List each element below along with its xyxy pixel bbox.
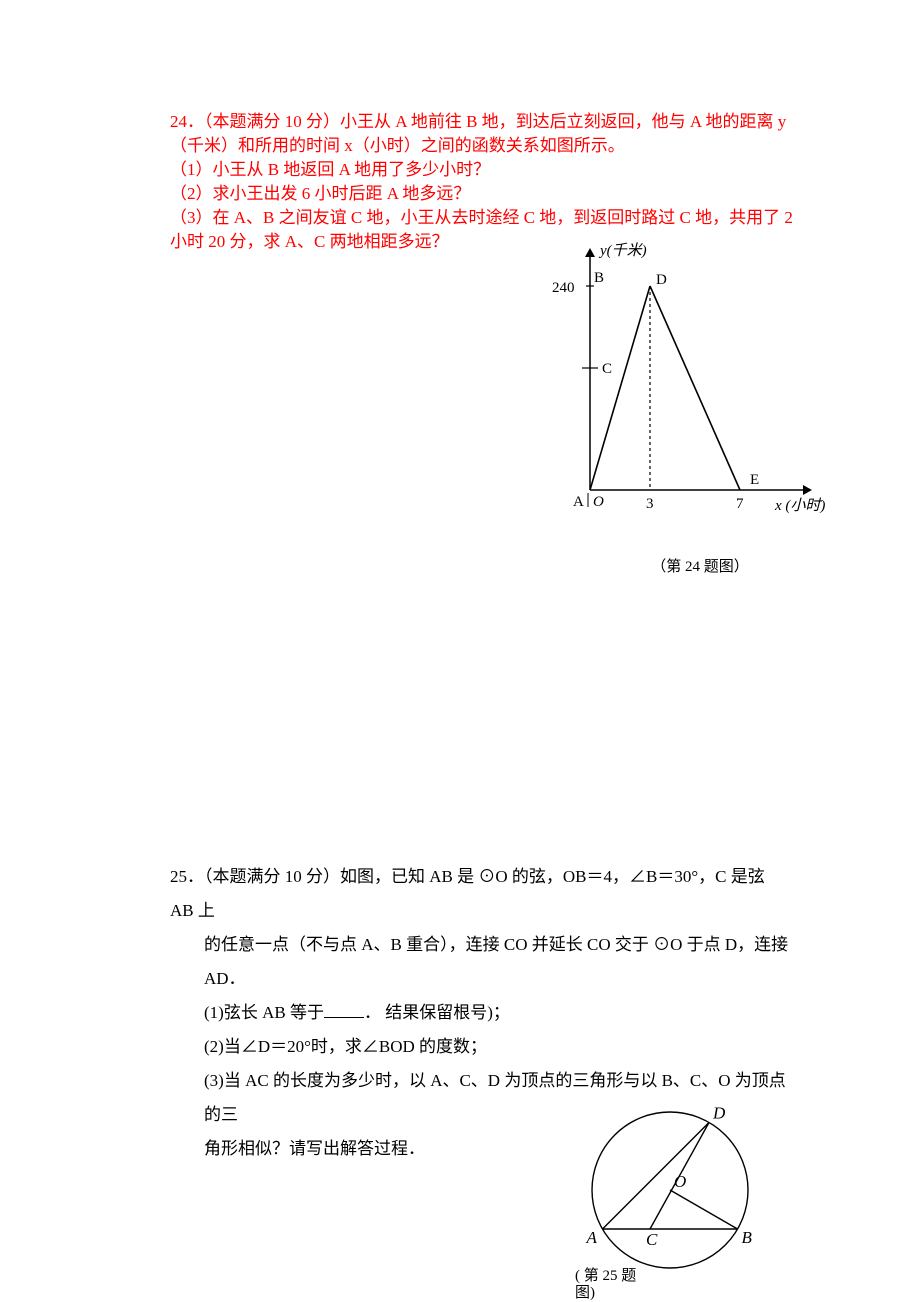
figure-25-caption-b: 图) — [575, 1285, 595, 1301]
svg-text:C: C — [602, 361, 612, 377]
q25-line-1: 25．（本题满分 10 分）如图，已知 AB 是 ⊙O 的弦，OB＝4，∠B＝3… — [170, 860, 790, 928]
q24-line-1: 24．（本题满分 10 分）小王从 A 地前往 B 地，到达后立刻返回，他与 A… — [170, 110, 780, 134]
svg-text:E: E — [750, 472, 759, 488]
q24-part-1: （1）小王从 B 地返回 A 地用了多少小时？ — [170, 158, 780, 182]
q25-number: 25． — [170, 867, 204, 886]
figure-25-diagram: A B C D O — [560, 1090, 780, 1280]
svg-text:3: 3 — [646, 496, 654, 512]
q25-points-suffix: 分） — [302, 867, 340, 886]
figure-25-caption-a: ( 第 25 题 — [575, 1268, 636, 1284]
q24-intro-b: （千米）和所用的时间 x（小时）之间的函数关系如图所示。 — [170, 134, 780, 158]
q25-intro-c: AD． — [170, 962, 790, 996]
q25-part-1: (1)弦长 AB 等于 ． 结果保留根号)； — [170, 996, 790, 1030]
svg-text:D: D — [656, 272, 667, 288]
svg-text:y(千米): y(千米) — [598, 242, 647, 259]
q25-blank — [324, 1003, 364, 1018]
figure-24-caption: （第 24 题图） — [540, 555, 860, 576]
figure-25-caption: ( 第 25 题 图) — [575, 1268, 685, 1302]
q24-intro-a: 小王从 A 地前往 B 地，到达后立刻返回，他与 A 地的距离 y — [340, 112, 786, 131]
figure-24: y(千米) x (小时) 240 B D C 3 7E AO （第 24 题图） — [540, 230, 860, 576]
q25-points-prefix: （本题满分 — [204, 867, 285, 886]
svg-text:240: 240 — [552, 280, 575, 296]
q24-points-prefix: （本题满分 — [204, 112, 285, 131]
figure-24-chart: y(千米) x (小时) 240 B D C 3 7E AO — [540, 230, 840, 530]
svg-text:7: 7 — [736, 496, 744, 512]
figure-25: A B C D O — [560, 1090, 790, 1285]
exam-page: 24．（本题满分 10 分）小王从 A 地前往 B 地，到达后立刻返回，他与 A… — [0, 0, 920, 1302]
q25-intro-b: 的任意一点（不与点 A、B 重合），连接 CO 并延长 CO 交于 ⊙O 于点 … — [170, 928, 790, 962]
svg-text:B: B — [594, 270, 604, 286]
q25-points-val: 10 — [285, 867, 302, 886]
svg-text:C: C — [646, 1230, 658, 1249]
q24-part-2: （2）求小王出发 6 小时后距 A 地多远？ — [170, 182, 780, 206]
svg-text:O: O — [674, 1172, 686, 1191]
q24-points-val: 10 — [285, 112, 302, 131]
q24-points-suffix: 分） — [302, 112, 340, 131]
q25-p1b: ． 结果保留根号)； — [364, 1003, 510, 1022]
svg-text:x (小时): x (小时) — [774, 497, 825, 514]
q25-p1a: (1)弦长 AB 等于 — [204, 1003, 324, 1022]
q24-part-3a: （3）在 A、B 之间友谊 C 地，小王从去时途经 C 地，到返回时路过 C 地… — [170, 206, 780, 230]
svg-text:A: A — [586, 1228, 598, 1247]
svg-text:A: A — [573, 494, 584, 510]
svg-text:O: O — [593, 494, 604, 510]
svg-text:D: D — [712, 1104, 726, 1123]
q24-number: 24． — [170, 112, 204, 131]
svg-text:B: B — [742, 1228, 753, 1247]
q25-part-2: (2)当∠D＝20°时，求∠BOD 的度数； — [170, 1030, 790, 1064]
